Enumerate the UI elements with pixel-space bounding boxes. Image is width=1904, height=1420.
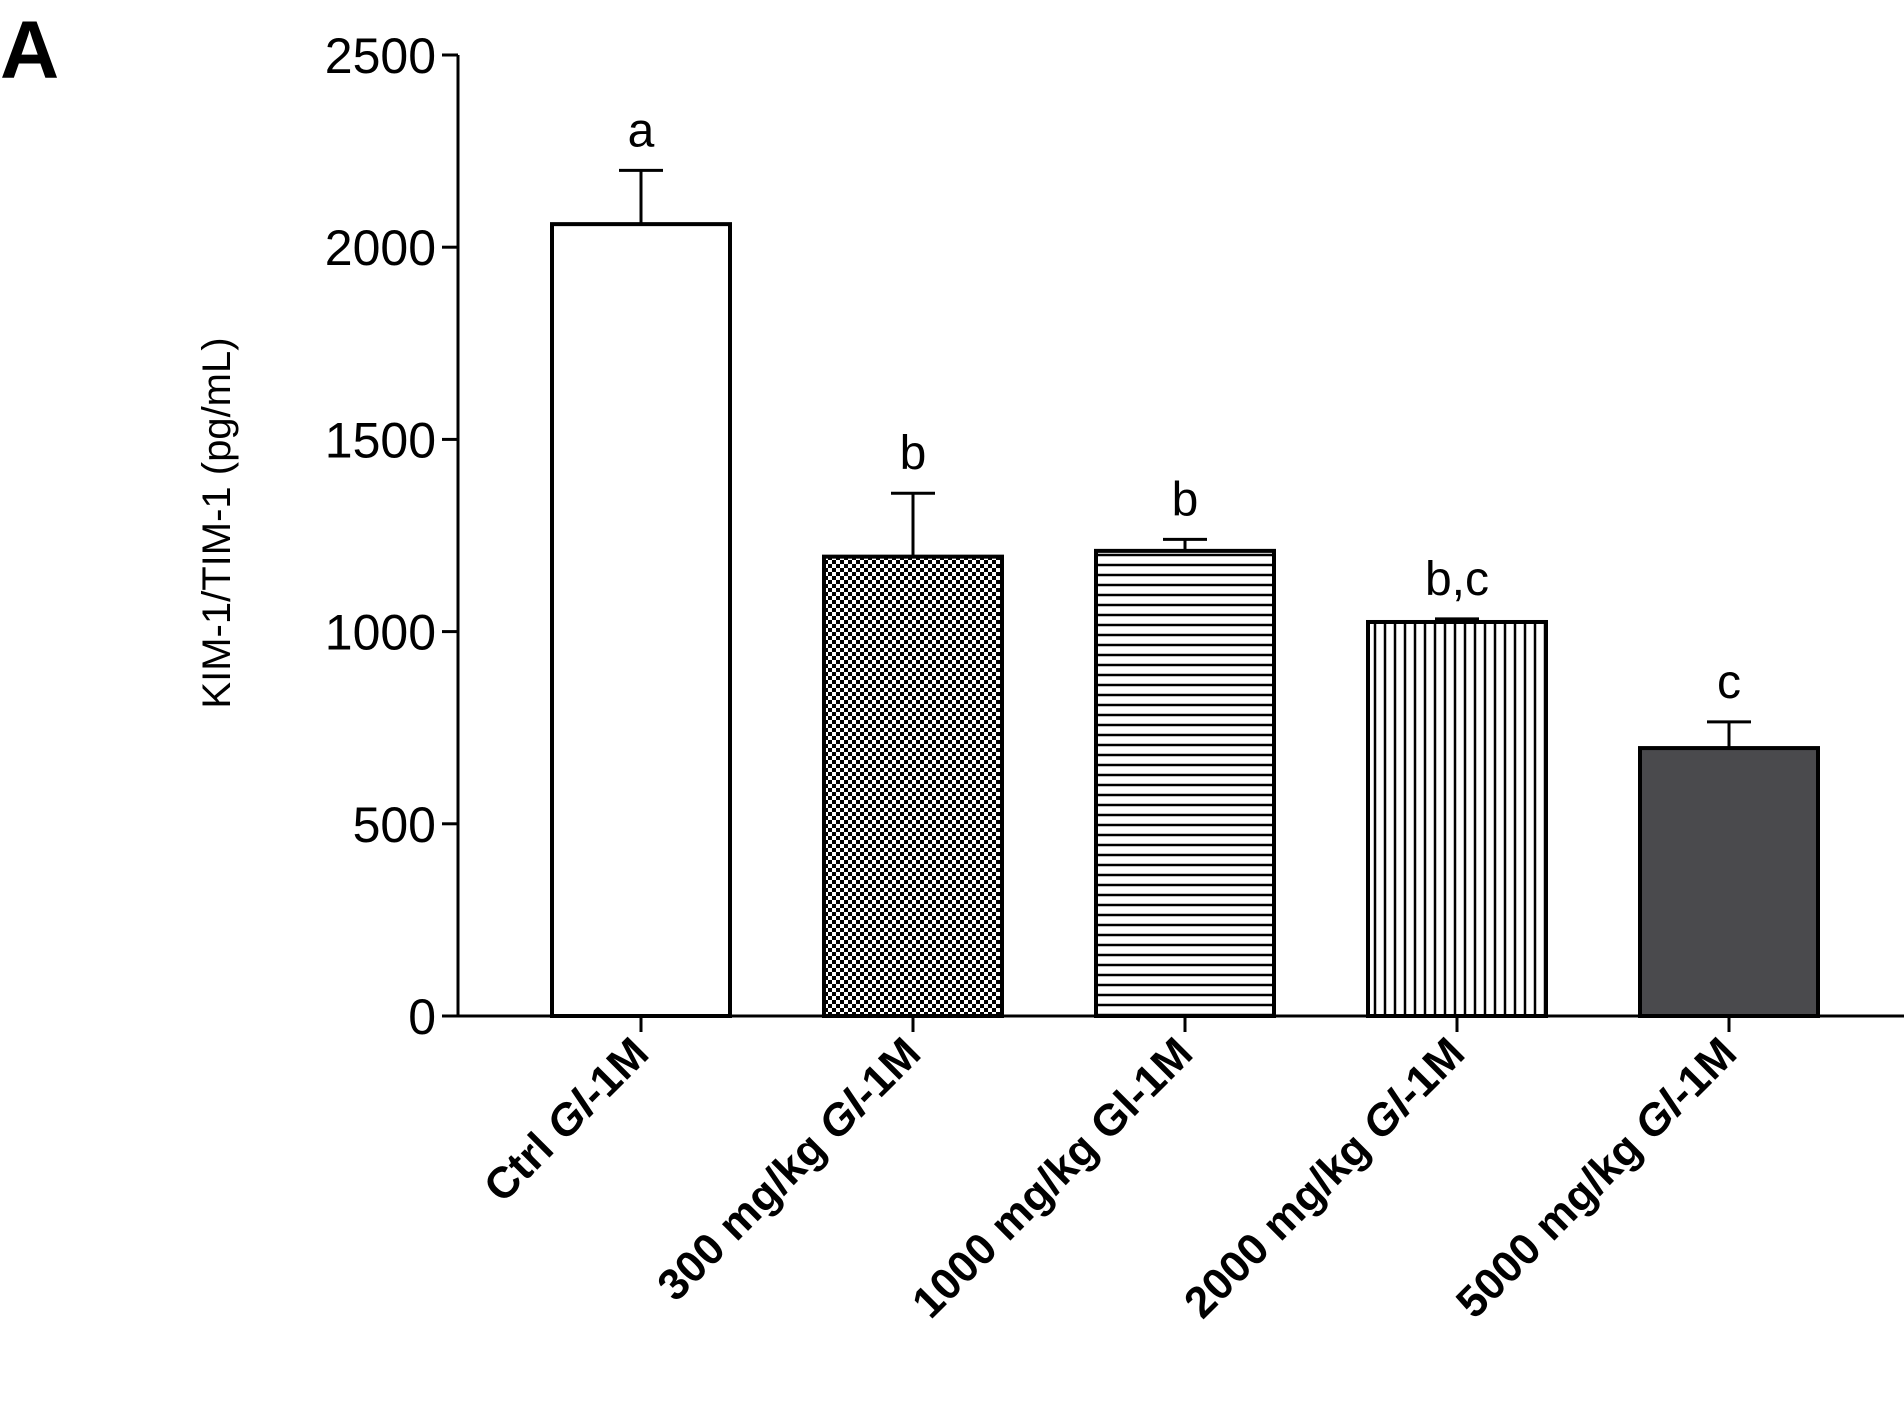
y-tick-label: 1000 [325,605,436,661]
y-tick-label: 2000 [325,220,436,276]
bar [822,554,1004,1019]
significance-label: c [1717,656,1741,709]
y-tick-label: 2500 [325,28,436,84]
y-tick-label: 500 [353,797,436,853]
significance-label: b [900,427,927,480]
y-tick-label: 0 [408,989,436,1045]
significance-label: b [1172,473,1199,526]
significance-labels: a b b b,c c [628,104,1741,709]
panel-letter: A [0,5,59,96]
category-label: Ctrl Gl-1M [475,1028,658,1211]
category-label: 300 mg/kg Gl-1M [648,1028,930,1310]
y-axis: 0 500 1000 1500 2000 2500 [325,28,460,1045]
bar [1366,619,1548,1018]
bar-series [550,222,1820,1019]
bar [1094,548,1276,1018]
y-tick-label: 1500 [325,412,436,468]
y-axis-title: KIM-1/TIM-1 (pg/mL) [195,337,239,708]
bar [550,222,732,1019]
significance-label: a [628,104,655,157]
significance-label: b,c [1425,553,1489,606]
category-label: 5000 mg/kg Gl-1M [1447,1028,1746,1327]
bar [1638,746,1820,1018]
category-label: 2000 mg/kg Gl-1M [1175,1028,1474,1327]
error-bars [619,168,1751,749]
x-axis [458,1014,1904,1032]
category-label: 1000 mg/kg Gl-1M [903,1028,1202,1327]
